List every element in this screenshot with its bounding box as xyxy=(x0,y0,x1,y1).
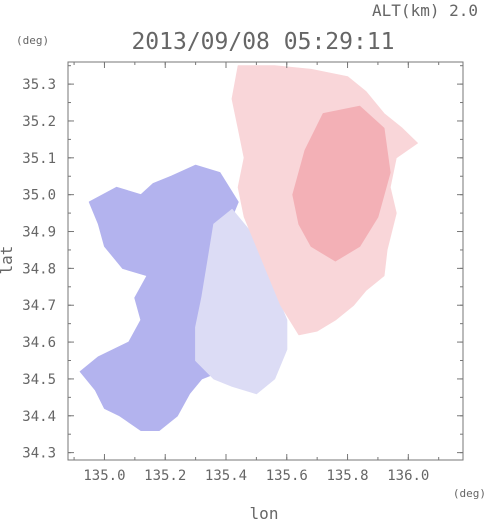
plot-frame xyxy=(67,61,464,461)
y-tick-label: 34.8 xyxy=(22,261,56,277)
y-tick-label: 35.0 xyxy=(22,188,56,204)
y-tick-label: 34.4 xyxy=(22,409,56,425)
velocity-field xyxy=(79,65,418,431)
y-tick-labels: 34.3 34.4 34.5 34.6 34.7 34.8 34.9 35.0 35.1 35.2… xyxy=(22,77,56,462)
y-tick-label: 34.9 xyxy=(22,225,56,241)
y-tick-label: 35.3 xyxy=(22,77,56,93)
y-tick-label: 34.6 xyxy=(22,335,56,351)
y-axis-label: lat xyxy=(0,246,16,275)
y-tick-label: 34.3 xyxy=(22,446,56,462)
x-tick-label: 135.8 xyxy=(326,468,368,484)
x-tick-label: 136.0 xyxy=(387,468,429,484)
y-axis-unit: (deg) xyxy=(16,34,49,47)
x-tick-label: 135.0 xyxy=(83,468,125,484)
x-tick-label: 135.2 xyxy=(144,468,186,484)
y-tick-label: 34.7 xyxy=(22,298,56,314)
x-tick-label: 135.4 xyxy=(205,468,247,484)
receding-area-inner xyxy=(292,105,391,262)
axes xyxy=(67,61,464,461)
x-tick-labels: 135.0 135.2 135.4 135.6 135.8 136.0 xyxy=(83,468,429,484)
altitude-label: ALT(km) 2.0 xyxy=(372,1,478,20)
x-tick-label: 135.6 xyxy=(266,468,308,484)
x-axis-label: lon xyxy=(250,504,279,521)
y-tick-label: 35.2 xyxy=(22,114,56,130)
chart-title: 2013/09/08 05:29:11 xyxy=(131,29,394,55)
y-tick-label: 35.1 xyxy=(22,151,56,167)
y-tick-label: 34.5 xyxy=(22,372,56,388)
x-axis-unit: (deg) xyxy=(453,487,486,500)
